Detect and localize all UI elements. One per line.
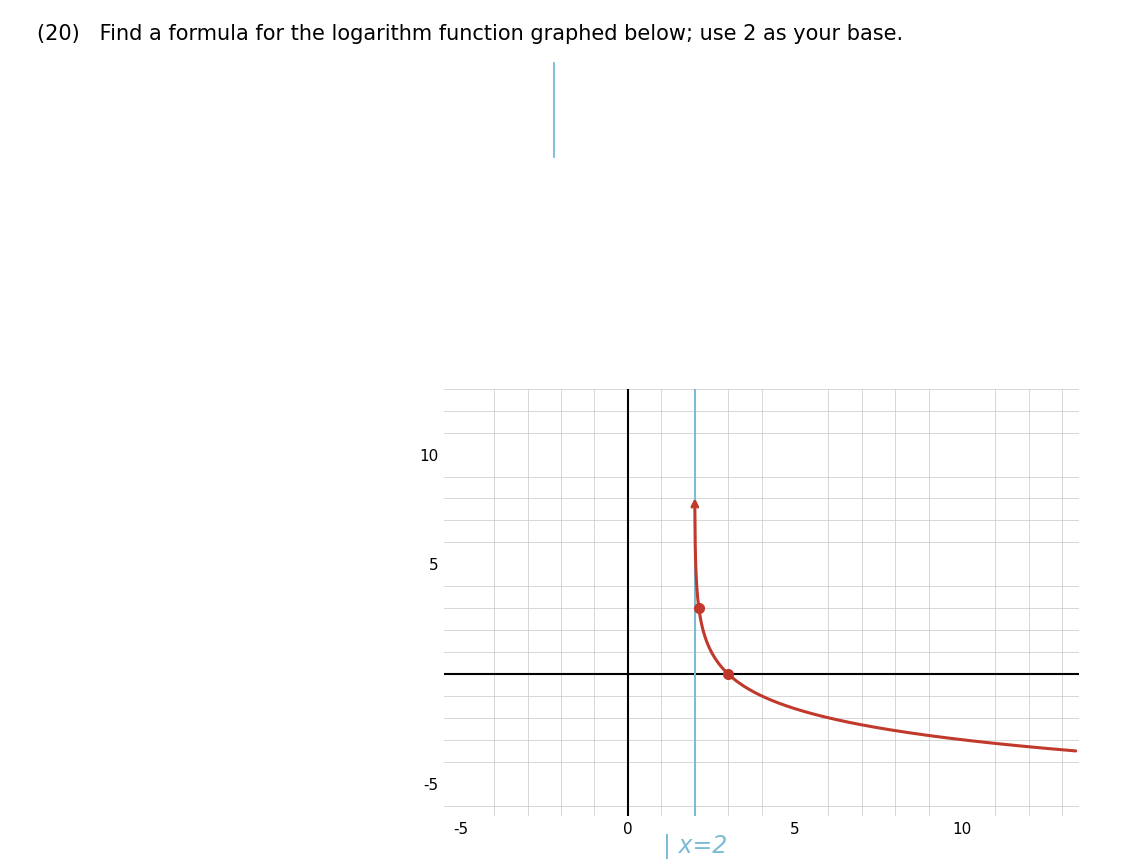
Text: | x=2: | x=2 — [662, 834, 727, 859]
Text: (20)   Find a formula for the logarithm function graphed below; use 2 as your ba: (20) Find a formula for the logarithm fu… — [37, 24, 904, 44]
